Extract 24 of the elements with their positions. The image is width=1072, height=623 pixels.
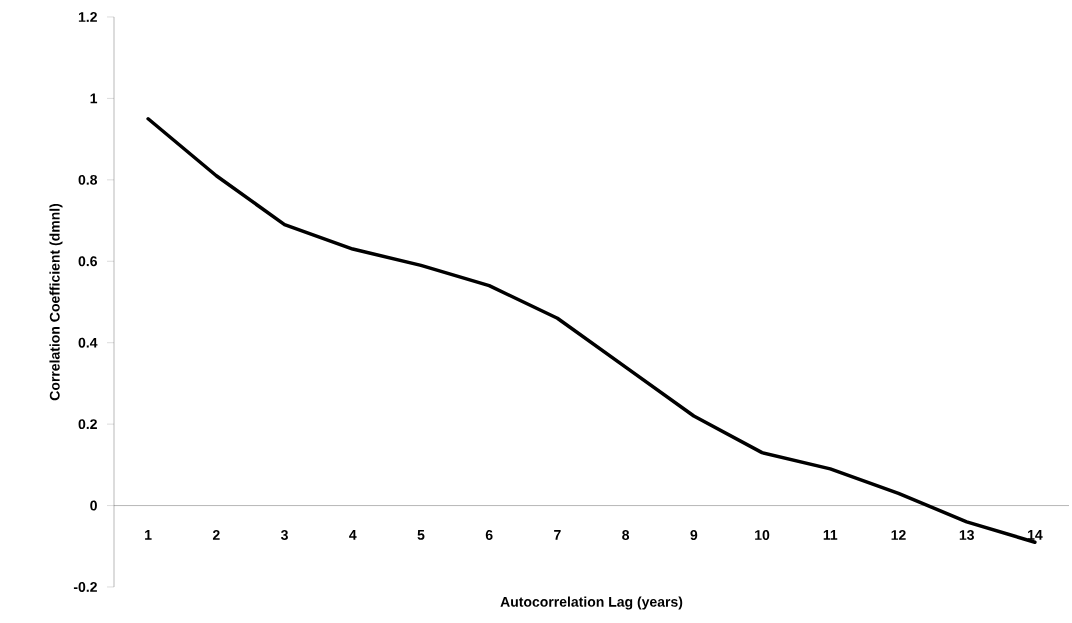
y-tick-label: 0.2 [78,419,97,430]
x-tick-label: 7 [554,530,561,540]
y-tick-label: 0.8 [78,174,98,185]
y-tick-label: 0.6 [78,256,97,267]
x-tick-label: 3 [280,530,288,541]
x-tick-label: 9 [690,530,698,540]
y-tick-label: 0 [90,500,97,511]
x-tick-label: 8 [622,530,630,540]
x-tick-label: 5 [417,530,425,540]
x-tick-label: 1 [145,530,152,540]
x-tick-label: 12 [891,530,906,540]
x-tick-label: 11 [823,530,838,540]
x-tick-label: 14 [1027,530,1043,540]
x-tick-label: 13 [959,530,974,541]
x-tick-label: 10 [755,530,770,540]
y-tick-label: 1.2 [78,12,97,22]
x-tick-label: 2 [212,530,220,540]
y-tick-label: -0.2 [73,582,97,592]
x-tick-label: 6 [485,530,493,540]
x-axis-title: Autocorrelation Lag (years) [500,596,683,610]
y-tick-label: 1 [90,93,98,104]
y-axis-title: Correlation Coefficient (dmnl) [49,203,63,401]
y-tick-label: 0.4 [78,337,98,348]
x-tick-label: 4 [349,530,357,540]
